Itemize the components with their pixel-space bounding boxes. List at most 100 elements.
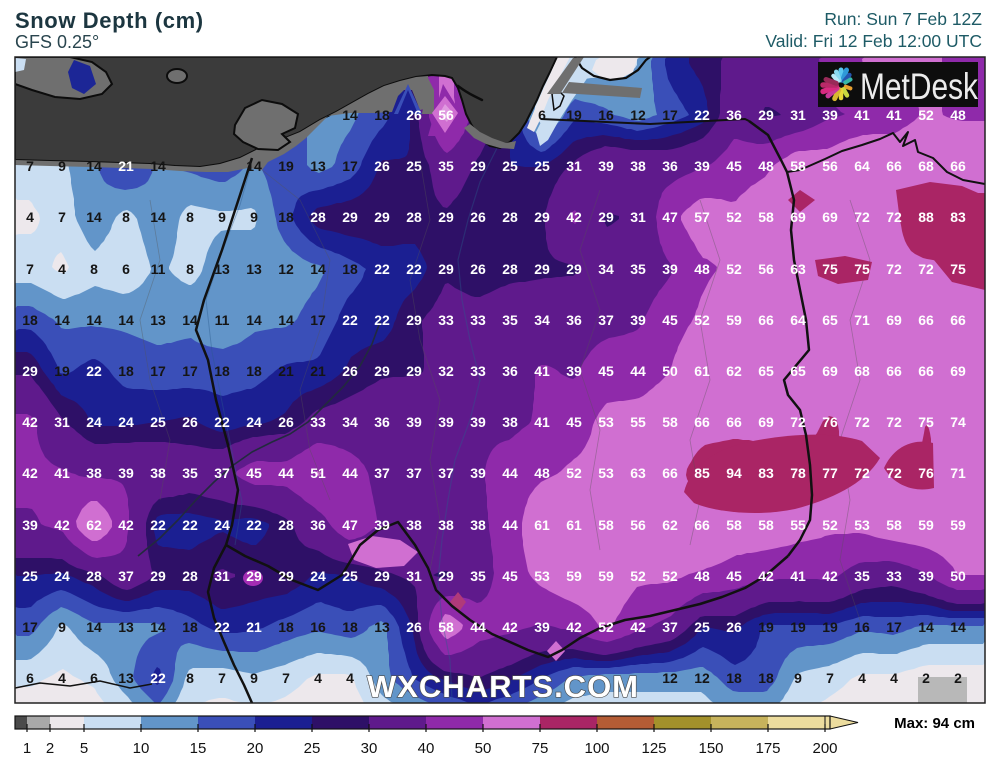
svg-text:31: 31 <box>566 158 582 174</box>
svg-text:52: 52 <box>694 312 710 328</box>
svg-text:33: 33 <box>310 414 326 430</box>
svg-text:94: 94 <box>726 465 742 481</box>
svg-text:37: 37 <box>118 568 134 584</box>
svg-text:32: 32 <box>438 363 454 379</box>
svg-text:29: 29 <box>438 261 454 277</box>
svg-text:61: 61 <box>534 517 550 533</box>
svg-text:29: 29 <box>150 568 166 584</box>
svg-text:29: 29 <box>598 209 614 225</box>
svg-text:8: 8 <box>186 261 194 277</box>
svg-text:41: 41 <box>854 107 870 123</box>
svg-text:85: 85 <box>694 465 710 481</box>
svg-text:29: 29 <box>246 568 262 584</box>
svg-text:47: 47 <box>342 517 358 533</box>
svg-text:53: 53 <box>534 568 550 584</box>
svg-text:66: 66 <box>726 414 742 430</box>
svg-text:25: 25 <box>534 158 550 174</box>
svg-text:28: 28 <box>502 209 518 225</box>
svg-text:36: 36 <box>310 517 326 533</box>
svg-text:12: 12 <box>662 670 678 686</box>
svg-text:17: 17 <box>662 107 678 123</box>
svg-text:59: 59 <box>598 568 614 584</box>
svg-text:24: 24 <box>118 414 134 430</box>
svg-text:7: 7 <box>218 670 226 686</box>
svg-text:64: 64 <box>790 312 806 328</box>
svg-text:18: 18 <box>214 363 230 379</box>
svg-text:19: 19 <box>790 619 806 635</box>
svg-text:50: 50 <box>950 568 966 584</box>
svg-text:28: 28 <box>182 568 198 584</box>
svg-text:22: 22 <box>150 670 166 686</box>
svg-text:44: 44 <box>278 465 294 481</box>
svg-text:29: 29 <box>374 568 390 584</box>
svg-text:45: 45 <box>598 363 614 379</box>
svg-text:58: 58 <box>886 517 902 533</box>
svg-text:6: 6 <box>122 261 130 277</box>
svg-text:29: 29 <box>534 209 550 225</box>
svg-text:4: 4 <box>346 670 354 686</box>
svg-text:35: 35 <box>502 312 518 328</box>
svg-text:33: 33 <box>470 312 486 328</box>
svg-text:GFS 0.25°: GFS 0.25° <box>15 32 99 52</box>
svg-text:50: 50 <box>475 740 492 757</box>
svg-text:17: 17 <box>22 619 38 635</box>
svg-text:1: 1 <box>23 740 31 757</box>
svg-text:62: 62 <box>726 363 742 379</box>
svg-text:29: 29 <box>374 363 390 379</box>
svg-text:22: 22 <box>86 363 102 379</box>
svg-text:31: 31 <box>630 209 646 225</box>
svg-text:WXCHARTS.COM: WXCHARTS.COM <box>367 669 639 704</box>
svg-text:28: 28 <box>406 209 422 225</box>
svg-text:37: 37 <box>214 465 230 481</box>
svg-text:63: 63 <box>790 261 806 277</box>
svg-text:10: 10 <box>133 740 150 757</box>
svg-text:65: 65 <box>790 363 806 379</box>
svg-text:29: 29 <box>758 107 774 123</box>
svg-text:42: 42 <box>54 517 70 533</box>
svg-text:14: 14 <box>86 158 102 174</box>
svg-text:56: 56 <box>822 158 838 174</box>
svg-text:22: 22 <box>374 261 390 277</box>
svg-text:52: 52 <box>726 209 742 225</box>
svg-text:66: 66 <box>758 312 774 328</box>
svg-text:12: 12 <box>278 261 294 277</box>
svg-text:68: 68 <box>918 158 934 174</box>
svg-text:2: 2 <box>954 670 962 686</box>
svg-text:63: 63 <box>630 465 646 481</box>
svg-text:16: 16 <box>310 619 326 635</box>
svg-text:Run: Sun 7 Feb 12Z: Run: Sun 7 Feb 12Z <box>824 9 982 29</box>
svg-text:14: 14 <box>246 158 262 174</box>
svg-text:MetDesk: MetDesk <box>860 66 978 107</box>
svg-text:39: 39 <box>118 465 134 481</box>
svg-text:40: 40 <box>418 740 435 757</box>
svg-text:6: 6 <box>90 670 98 686</box>
svg-text:72: 72 <box>918 261 934 277</box>
svg-text:24: 24 <box>54 568 70 584</box>
svg-text:29: 29 <box>438 209 454 225</box>
svg-text:83: 83 <box>950 209 966 225</box>
svg-text:41: 41 <box>534 414 550 430</box>
svg-text:13: 13 <box>246 261 262 277</box>
svg-text:48: 48 <box>694 568 710 584</box>
svg-text:4: 4 <box>58 261 66 277</box>
svg-text:29: 29 <box>374 209 390 225</box>
svg-text:22: 22 <box>214 619 230 635</box>
svg-text:14: 14 <box>182 312 198 328</box>
svg-text:12: 12 <box>694 670 710 686</box>
svg-text:58: 58 <box>758 517 774 533</box>
svg-text:39: 39 <box>694 158 710 174</box>
svg-text:83: 83 <box>758 465 774 481</box>
svg-text:29: 29 <box>406 363 422 379</box>
svg-text:59: 59 <box>566 568 582 584</box>
svg-text:42: 42 <box>566 209 582 225</box>
svg-text:75: 75 <box>918 414 934 430</box>
svg-text:38: 38 <box>630 158 646 174</box>
svg-text:48: 48 <box>694 261 710 277</box>
svg-text:39: 39 <box>438 414 454 430</box>
svg-text:64: 64 <box>854 158 870 174</box>
svg-text:53: 53 <box>598 414 614 430</box>
svg-text:Snow Depth (cm): Snow Depth (cm) <box>15 8 204 33</box>
svg-text:25: 25 <box>22 568 38 584</box>
svg-text:14: 14 <box>54 312 70 328</box>
svg-text:31: 31 <box>214 568 230 584</box>
